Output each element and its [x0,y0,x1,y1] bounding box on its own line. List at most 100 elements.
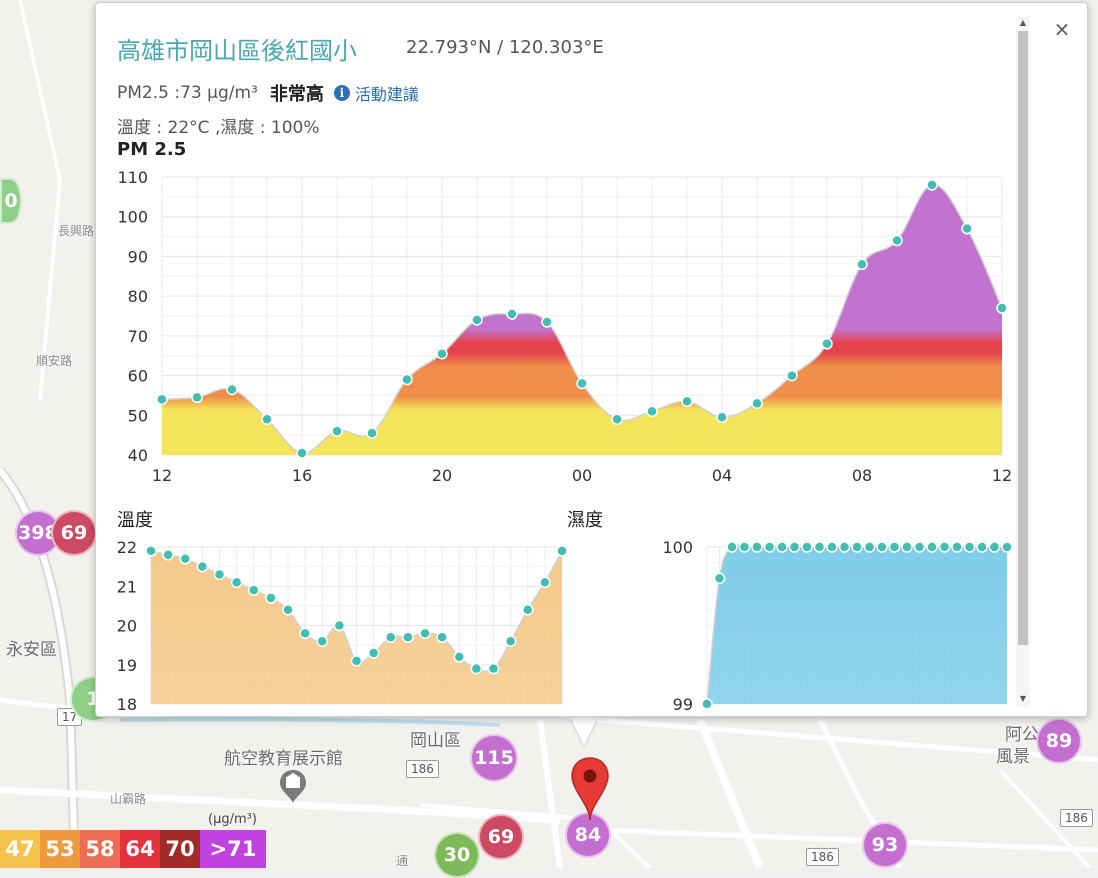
data-point [751,541,763,553]
station-marker[interactable]: 115 [470,734,518,782]
data-point [851,541,863,553]
data-point [786,369,798,382]
data-point [261,413,273,426]
data-point [826,541,838,553]
y-tick-label: 19 [117,656,137,675]
data-point [926,541,938,553]
data-point [938,541,951,553]
data-point [248,584,260,596]
data-point [576,377,588,390]
data-point [901,541,913,553]
station-coordinates: 22.793°N / 120.303°E [406,37,604,58]
data-point [681,395,693,408]
museum-pin-icon[interactable] [278,768,308,806]
data-point [385,631,397,644]
pm25-value: PM2.5 :73 μg/m³ [117,83,258,103]
data-point [813,541,826,553]
data-point [646,405,658,418]
legend-unit: (μg/m³) [208,812,257,827]
data-point [863,541,876,553]
data-point [265,592,277,604]
data-point [961,222,973,235]
road-shield: 186 [406,760,439,778]
station-marker[interactable]: 398 [15,510,61,556]
x-tick-label: 20 [432,466,452,485]
data-point [738,541,751,553]
y-tick-label: 100 [662,538,693,557]
map-place-label: 航空教育展示館 [224,749,343,769]
data-point [996,302,1008,314]
x-tick-label: 12 [992,466,1012,485]
data-point [976,541,988,553]
temp-humidity-line: 溫度 : 22°C ,濕度 : 100% [117,118,320,138]
data-point [162,549,174,561]
data-point [436,347,448,360]
map-road-label: 山霸路 [110,792,147,806]
data-point [926,179,938,191]
data-point [506,308,518,320]
data-point [179,553,191,565]
data-point [988,541,1001,553]
location-pin-icon[interactable] [570,756,610,822]
scroll-up-arrow-icon[interactable]: ▲ [1019,18,1027,27]
data-point [951,541,963,553]
map-place-label: 風景 [996,747,1030,767]
y-tick-label: 110 [117,168,148,187]
data-point [299,627,311,640]
data-point [751,397,763,410]
station-title[interactable]: 高雄市岡山區後紅國小 [117,37,357,65]
y-tick-label: 60 [128,367,148,386]
humidity-chart-title: 濕度 [567,510,603,531]
station-marker[interactable]: 89 [1036,718,1082,764]
station-marker[interactable]: 69 [478,814,524,860]
scrollbar-thumb[interactable] [1018,31,1028,645]
y-tick-label: 70 [128,327,148,346]
activity-advice-link[interactable]: 活動建議 [354,85,419,104]
y-tick-label: 18 [117,695,137,714]
close-icon[interactable]: × [1053,17,1071,41]
legend-cell: 53 [40,830,80,868]
station-marker[interactable]: 30 [434,832,480,878]
series-area [162,184,1002,456]
data-point [913,541,926,553]
data-point [191,391,203,404]
data-point [891,234,903,247]
map-place-label: 永安區 [6,640,57,660]
scroll-down-arrow-icon[interactable]: ▼ [1019,694,1027,703]
station-marker[interactable]: 0 [0,178,22,224]
data-point [763,541,776,553]
data-point [331,425,343,437]
data-point [470,662,483,675]
station-marker[interactable]: 69 [51,510,97,556]
data-point [713,572,726,585]
temperature-chart-title: 溫度 [117,510,153,531]
data-point [419,627,431,640]
x-tick-label: 16 [292,466,312,485]
y-tick-label: 50 [128,406,148,425]
data-point [522,604,534,616]
temperature-chart: 18 19 20 21 22 [117,538,568,714]
data-point [487,662,500,675]
y-tick-label: 21 [117,577,137,596]
data-point [888,541,901,553]
data-point [196,560,209,573]
popup-scrollbar[interactable]: ▲ ▼ [1016,17,1030,707]
data-point [296,447,308,459]
map-road-label: 長興路 [58,224,95,238]
road-shield: 186 [806,848,839,866]
data-point [226,383,238,396]
legend-cell: 64 [120,830,160,868]
data-point [701,698,713,710]
x-tick-label: 08 [852,466,872,485]
data-point [556,545,568,557]
info-icon[interactable]: i [333,85,350,101]
data-point [367,647,380,659]
station-marker[interactable]: 93 [862,822,908,868]
data-point [145,545,157,557]
data-point [402,631,414,644]
data-point [876,541,888,553]
x-tick-label: 12 [152,466,172,485]
data-point [821,338,833,350]
map-place-label: 岡山區 [410,731,461,751]
pm25-chart-title: PM 2.5 [117,139,187,160]
